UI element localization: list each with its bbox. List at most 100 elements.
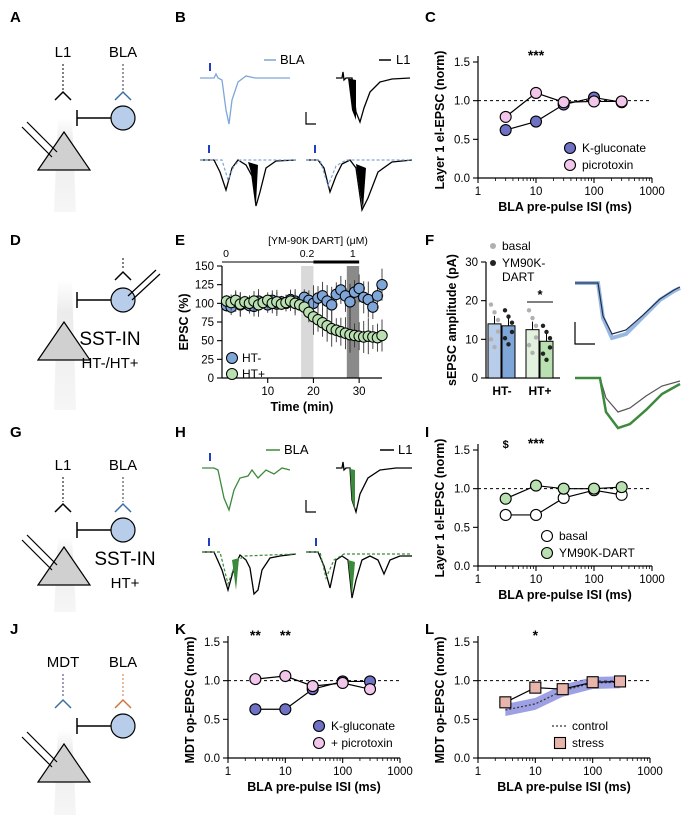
recording-pipette-icon xyxy=(26,534,58,566)
x-tick-label: 10 xyxy=(261,386,274,398)
y-tick-label: 30 xyxy=(465,257,478,269)
individual-point xyxy=(544,329,549,335)
panel-label-c: C xyxy=(425,9,436,26)
interneuron-icon xyxy=(110,517,136,543)
recording-pipette-icon xyxy=(131,273,161,301)
traces-h: BLA L1 xyxy=(202,442,412,599)
individual-point xyxy=(502,308,508,313)
data-point xyxy=(499,696,512,709)
paired-area-fill xyxy=(232,558,239,590)
label-ht-types: HT-/HT+ xyxy=(81,355,138,372)
individual-point xyxy=(547,345,553,350)
legend-text-bla: BLA xyxy=(280,52,305,67)
legend-label: stress xyxy=(572,736,604,750)
chart-c: 1 10 100 1000 0.0 0.5 1.0 1.5 BLA pre-pulse ISI … xyxy=(433,47,665,214)
data-point xyxy=(499,508,512,522)
interneuron-icon xyxy=(110,287,136,313)
legend-label: + picrotoxin xyxy=(331,736,393,750)
y-tick-label: 1.5 xyxy=(204,637,220,649)
paired-area-fill xyxy=(248,162,258,204)
panel-label-b: B xyxy=(175,9,186,26)
x-tick-label: 1 xyxy=(475,766,481,778)
significance-annotation: ** xyxy=(280,627,291,643)
legend-marker xyxy=(540,529,554,543)
legend-marker xyxy=(563,141,577,155)
individual-point xyxy=(506,314,511,319)
individual-point xyxy=(533,335,539,340)
x-category-label: HT+ xyxy=(528,384,551,398)
y-axis-label: MDT op-EPSC (norm) xyxy=(433,636,447,763)
individual-point xyxy=(502,335,508,341)
label-sst-in: SST-IN xyxy=(94,549,155,570)
y-tick-label: 1.5 xyxy=(454,57,470,69)
legend-text-l1: L1 xyxy=(396,52,410,67)
individual-point xyxy=(547,335,553,341)
y-tick-label: 0.0 xyxy=(204,753,220,765)
legend-label: control xyxy=(572,719,608,733)
x-tick-label: 100 xyxy=(584,186,603,198)
chart-l: 1 10 100 1000 0.0 0.5 1.0 1.5 BLA pre-pulse ISI … xyxy=(433,627,663,794)
legend-marker xyxy=(540,546,554,560)
schematic-j: MDT BLA xyxy=(21,654,137,815)
average-traces-f xyxy=(574,281,681,430)
legend-marker xyxy=(226,368,238,380)
recording-pipette-icon xyxy=(21,126,53,158)
y-tick-label: 0.5 xyxy=(204,714,220,726)
data-point xyxy=(249,703,262,716)
x-tick-label: 1 xyxy=(475,186,481,198)
l1-terminal-icon xyxy=(54,90,72,101)
y-tick-label: 100 xyxy=(195,298,214,310)
data-point xyxy=(326,299,338,311)
x-axis-label: Time (min) xyxy=(271,400,334,414)
panel-label-g: G xyxy=(10,424,22,441)
recording-pipette-icon xyxy=(21,736,53,768)
panel-label-f: F xyxy=(425,232,434,249)
data-point xyxy=(556,683,569,696)
drug-window-1 xyxy=(346,266,360,378)
significance-annotation: *** xyxy=(528,47,545,63)
average-trace-basal xyxy=(575,376,681,430)
data-point xyxy=(344,296,356,308)
bla-evoked-trace xyxy=(200,72,290,125)
data-point xyxy=(557,482,570,495)
legend-label: YM90K-DART xyxy=(559,546,635,560)
y-tick-label: 0 xyxy=(472,373,478,385)
data-point xyxy=(371,290,384,302)
l1-area-fill xyxy=(346,468,355,510)
y-tick-label: 0.5 xyxy=(454,134,470,146)
data-point xyxy=(529,115,543,128)
data-point xyxy=(529,86,543,99)
legend-label: K-gluconate xyxy=(582,141,646,155)
scale-bar-icon xyxy=(574,322,595,345)
y-tick-label: 1.0 xyxy=(454,96,470,108)
x-tick-label: 10 xyxy=(529,766,542,778)
y-axis-label: Layer 1 el-EPSC (norm) xyxy=(433,51,447,190)
drug-label: [YM-90K DART] (μM) xyxy=(268,235,368,247)
panel-label-j: J xyxy=(10,621,18,638)
x-tick-label: 100 xyxy=(333,766,352,778)
legend-marker xyxy=(312,719,326,733)
legend-label: HT- xyxy=(242,351,261,365)
recording-pipette-icon xyxy=(127,269,157,297)
pyramidal-neuron-icon xyxy=(36,130,92,171)
chart-f: 0 10 20 30 sEPSC amplitude (pA) HT- HT+ * basal Y… xyxy=(445,239,560,398)
data-point xyxy=(367,301,379,313)
y-tick-label: 0.5 xyxy=(454,522,470,534)
significance-annotation: * xyxy=(533,627,539,643)
paired-trace xyxy=(306,159,413,213)
scale-bar-icon xyxy=(305,112,316,125)
individual-point xyxy=(509,329,515,335)
drug-concentration: 0.2 xyxy=(300,248,315,260)
paired-trace xyxy=(202,551,297,596)
legend-label: HT+ xyxy=(242,367,265,381)
bla-only-trace xyxy=(306,159,412,188)
y-tick-label: 10 xyxy=(465,334,478,346)
x-tick-label: 30 xyxy=(353,386,366,398)
data-point xyxy=(587,95,601,108)
recording-pipette-icon xyxy=(26,121,58,153)
panel-label-i: I xyxy=(425,424,429,441)
y-tick-label: 0.0 xyxy=(454,173,470,185)
scale-bar-icon xyxy=(305,500,316,513)
data-point xyxy=(613,675,627,688)
